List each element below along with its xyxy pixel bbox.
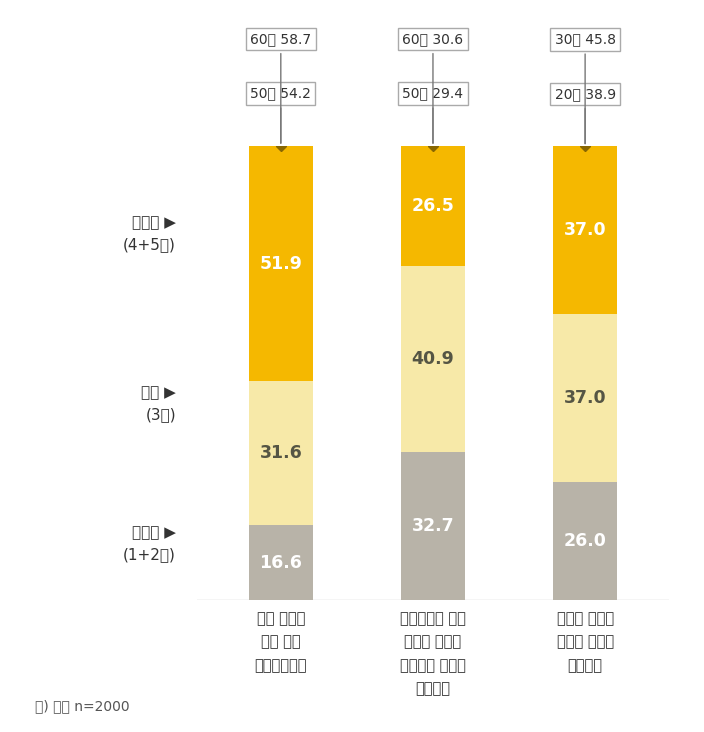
Text: 보통 ▶
(3점): 보통 ▶ (3점) xyxy=(141,385,176,422)
Text: 37.0: 37.0 xyxy=(564,221,606,239)
Text: 32.7: 32.7 xyxy=(412,517,454,535)
Bar xyxy=(553,146,617,314)
Bar xyxy=(553,314,617,482)
Text: 37.0: 37.0 xyxy=(564,389,606,407)
Text: 26.5: 26.5 xyxy=(412,197,454,215)
Text: 31.6: 31.6 xyxy=(260,444,302,462)
Text: 30대 45.8: 30대 45.8 xyxy=(555,32,615,143)
Text: 50대 29.4: 50대 29.4 xyxy=(403,86,463,143)
Text: 60대 58.7: 60대 58.7 xyxy=(250,32,311,143)
Bar xyxy=(401,146,465,266)
Bar xyxy=(553,482,617,600)
Bar xyxy=(401,452,465,600)
Text: 16.6: 16.6 xyxy=(259,553,302,572)
Text: 51.9: 51.9 xyxy=(259,255,302,273)
Text: 아니다 ▶
(1+2점): 아니다 ▶ (1+2점) xyxy=(123,525,176,562)
Bar xyxy=(249,525,313,600)
Text: 비싸더라도 영양
성분이 우수한
프리미엄 제품을
구입한다: 비싸더라도 영양 성분이 우수한 프리미엄 제품을 구입한다 xyxy=(400,611,466,696)
Text: 26.0: 26.0 xyxy=(564,532,607,550)
Text: 40.9: 40.9 xyxy=(412,350,454,368)
Bar xyxy=(249,381,313,525)
Text: 하루 세끼를
균형 있게
섭취해야한다: 하루 세끼를 균형 있게 섭취해야한다 xyxy=(255,611,307,673)
Text: 주) 전체 n=2000: 주) 전체 n=2000 xyxy=(35,699,130,713)
Bar xyxy=(401,266,465,452)
Text: 새롭고 다양한
음식을 찾거나
시도한다: 새롭고 다양한 음식을 찾거나 시도한다 xyxy=(557,611,614,673)
Text: 그렇다 ▶
(4+5점): 그렇다 ▶ (4+5점) xyxy=(123,214,176,252)
Text: 60대 30.6: 60대 30.6 xyxy=(403,32,463,143)
Text: 20대 38.9: 20대 38.9 xyxy=(555,87,616,143)
Text: 50대 54.2: 50대 54.2 xyxy=(251,86,311,143)
Bar xyxy=(249,146,313,381)
